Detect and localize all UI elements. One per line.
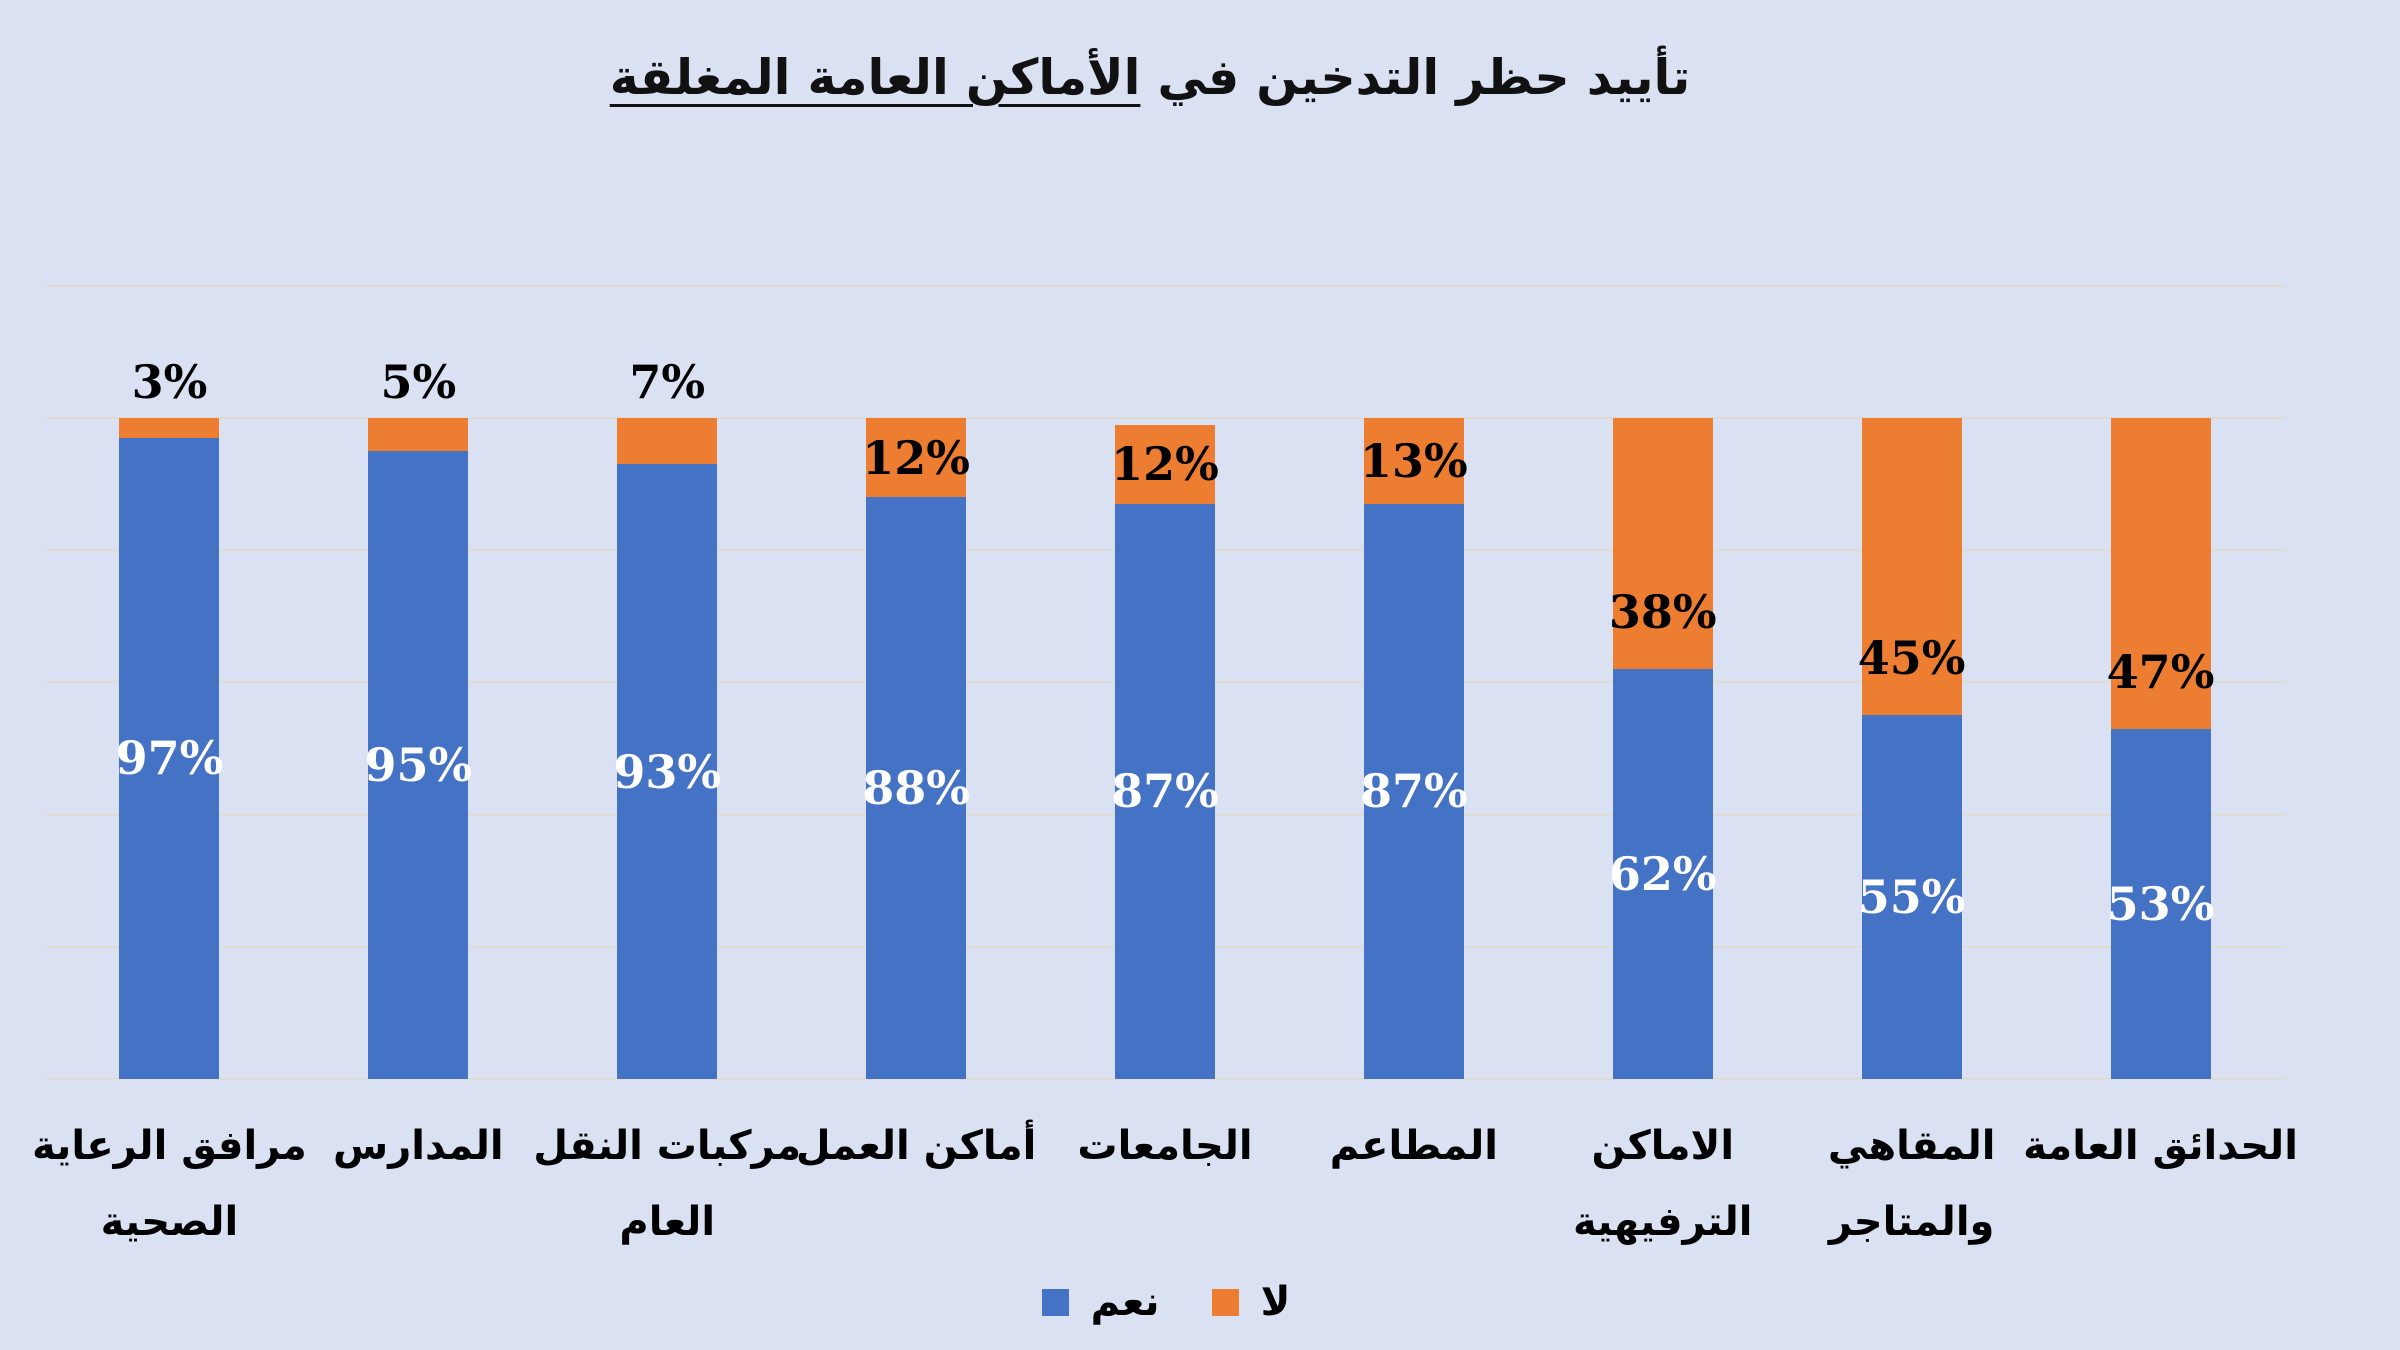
data-label-no: 7% [629,355,706,409]
data-label-no: 38% [1608,585,1717,640]
gridline-100pct [45,417,2285,419]
bar-segment-no[interactable] [1363,418,1464,504]
bar-segment-no[interactable] [368,418,469,452]
chart-title-underlined: الأماكن العامة المغلقة [609,48,1141,106]
data-label-yes: 62% [1608,847,1717,902]
legend-entry-no[interactable]: لا [1211,1278,1291,1325]
category-label: الاماكن الترفيهية [1573,1122,1753,1245]
gridline-120pct [45,284,2285,287]
data-label-no: 12% [862,430,970,485]
data-label-yes: 95% [364,738,473,793]
chart-title-plain: تأييد حظر التدخين في [1157,48,1691,106]
bar-group [1861,418,1962,1079]
bar-segment-yes[interactable] [866,497,967,1079]
legend-swatch-icon [1211,1288,1239,1316]
bar-group [1612,418,1713,1079]
bar-segment-yes[interactable] [1861,715,1962,1079]
legend: نعم لا [0,1282,2332,1322]
bar-segment-no[interactable] [1612,418,1713,670]
category-label: المدارس [333,1122,504,1169]
data-label-no: 5% [380,355,457,409]
bar-segment-yes[interactable] [368,451,469,1079]
category-label: مركبات النقل العام [533,1122,802,1245]
gridline-0pct [45,1078,2285,1080]
bar-segment-yes[interactable] [119,437,220,1079]
bar-segment-no[interactable] [2110,418,2211,729]
bar-group [2110,418,2211,1079]
bar-segment-no[interactable] [866,418,967,498]
legend-label: لا [1260,1278,1291,1325]
bar-segment-no[interactable] [1115,424,1215,504]
bar-group [866,418,967,1079]
data-label-yes: 87% [1360,764,1468,819]
data-label-yes: 55% [1857,870,1966,925]
legend-entry-yes[interactable]: نعم [1041,1278,1160,1325]
legend-label: نعم [1090,1278,1160,1325]
data-label-no: 12% [1111,437,1219,492]
bar-segment-no[interactable] [617,418,718,465]
data-label-no: 45% [1857,631,1966,686]
data-label-yes: 87% [1111,764,1219,819]
category-label: المطاعم [1329,1122,1498,1169]
bar-group [1363,418,1464,1079]
data-label-no: 3% [131,355,208,409]
category-label: المقاهي والمتاجر [1827,1122,1996,1245]
bar-segment-yes[interactable] [1612,669,1713,1079]
bar-group [1115,424,1215,1079]
bar-segment-yes[interactable] [2110,728,2211,1079]
data-label-no: 13% [1360,433,1468,488]
category-label: أماكن العمل [795,1122,1037,1169]
bar-segment-yes[interactable] [617,464,718,1079]
category-label: الجامعات [1077,1122,1253,1169]
data-label-yes: 97% [115,731,224,786]
data-label-no: 47% [2106,644,2215,699]
bar-segment-yes[interactable] [1363,503,1464,1079]
category-label: الحدائق العامة [2023,1122,2298,1169]
bar-segment-no[interactable] [1861,418,1962,716]
bar-group [119,418,220,1079]
bar-group [368,418,469,1079]
data-label-yes: 53% [2106,876,2215,931]
category-label: مرافق الرعاية الصحية [32,1122,307,1245]
bar-segment-no[interactable] [119,418,220,438]
bar-group [617,418,718,1079]
data-label-yes: 88% [862,761,970,816]
bar-segment-yes[interactable] [1115,503,1215,1079]
data-label-yes: 93% [613,744,722,799]
legend-swatch-icon [1041,1288,1069,1316]
chart-title[interactable]: تأييد حظر التدخين في الأماكن العامة المغ… [0,48,2300,106]
